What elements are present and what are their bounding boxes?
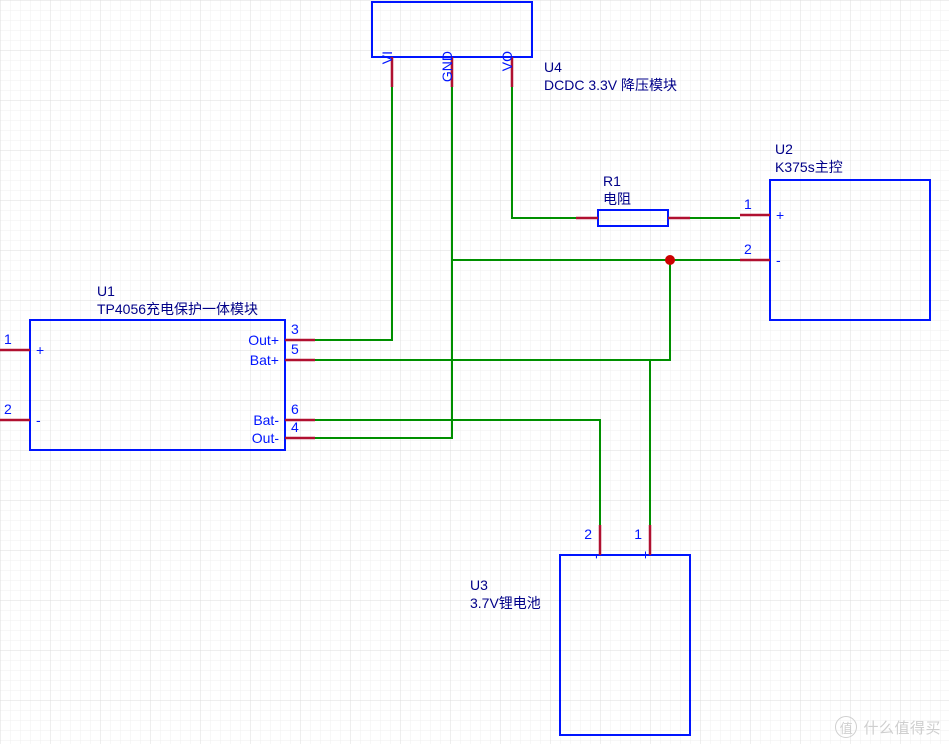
watermark: 值 什么值得买 xyxy=(835,716,941,738)
r1-value: 电阻 xyxy=(603,190,631,208)
schematic-svg: 1 +2 - 3 Out+ 5 Bat+ 6 Bat- 4 Out- 1 +2 - 1 +2 - VI GND VO xyxy=(0,0,949,744)
r1-ref: R1 xyxy=(603,172,621,190)
svg-text:6: 6 xyxy=(291,401,299,417)
u1-ref: U1 xyxy=(97,282,115,300)
svg-text:1: 1 xyxy=(4,331,12,347)
svg-text:VO: VO xyxy=(499,51,515,71)
svg-text:+: + xyxy=(637,551,653,559)
svg-text:2: 2 xyxy=(744,241,752,257)
svg-text:3: 3 xyxy=(291,321,299,337)
u2-value: K375s主控 xyxy=(775,158,843,176)
svg-text:GND: GND xyxy=(439,51,455,82)
svg-text:VI: VI xyxy=(379,51,395,64)
svg-text:+: + xyxy=(776,207,784,223)
u1-value: TP4056充电保护一体模块 xyxy=(97,300,258,318)
svg-text:1: 1 xyxy=(634,526,642,542)
svg-text:Bat+: Bat+ xyxy=(250,352,279,368)
watermark-text: 什么值得买 xyxy=(863,717,941,738)
svg-text:1: 1 xyxy=(744,196,752,212)
svg-text:-: - xyxy=(36,412,41,428)
u3-ref: U3 xyxy=(470,576,488,594)
svg-text:5: 5 xyxy=(291,341,299,357)
svg-text:2: 2 xyxy=(4,401,12,417)
svg-text:Out-: Out- xyxy=(252,430,280,446)
schematic-canvas: 1+2-3Out+5Bat+6Bat-4Out-1+2-1+2-VIGNDVO … xyxy=(0,0,949,744)
svg-text:2: 2 xyxy=(584,526,592,542)
u3-value: 3.7V锂电池 xyxy=(470,594,541,612)
svg-text:+: + xyxy=(36,342,44,358)
u4-value: DCDC 3.3V 降压模块 xyxy=(544,76,677,94)
watermark-badge-icon: 值 xyxy=(835,716,857,738)
svg-text:-: - xyxy=(776,252,781,268)
u2-ref: U2 xyxy=(775,140,793,158)
u4-ref: U4 xyxy=(544,58,562,76)
svg-text:4: 4 xyxy=(291,419,299,435)
svg-text:-: - xyxy=(587,554,603,559)
svg-text:Out+: Out+ xyxy=(248,332,279,348)
svg-text:Bat-: Bat- xyxy=(253,412,279,428)
